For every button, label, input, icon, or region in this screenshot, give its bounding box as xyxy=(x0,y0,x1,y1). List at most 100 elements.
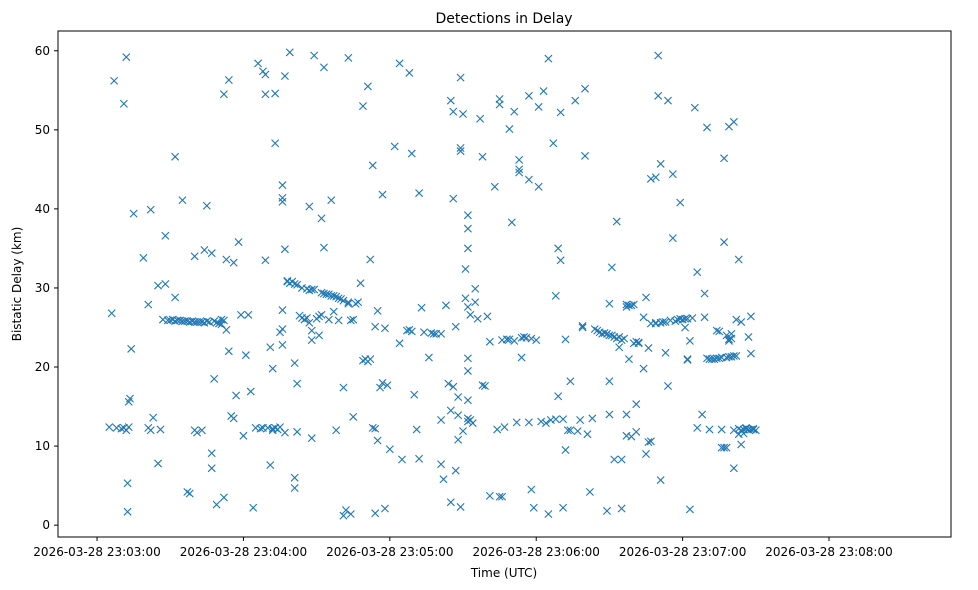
data-point-marker xyxy=(454,411,463,420)
data-point-marker xyxy=(563,426,572,435)
data-point-marker xyxy=(700,289,709,298)
data-point-marker xyxy=(683,355,692,364)
data-point-marker xyxy=(703,123,711,132)
data-point-marker xyxy=(578,321,587,330)
data-point-marker xyxy=(305,318,314,327)
data-point-marker xyxy=(478,381,487,390)
data-point-marker xyxy=(654,51,663,60)
data-point-marker xyxy=(210,374,219,383)
data-point-marker xyxy=(290,280,299,288)
data-point-marker xyxy=(715,354,724,363)
data-point-marker xyxy=(705,425,714,434)
data-point-marker xyxy=(749,424,758,433)
data-point-marker xyxy=(656,159,665,168)
data-point-marker xyxy=(476,114,485,123)
data-point-marker xyxy=(632,337,641,346)
data-point-marker xyxy=(302,314,311,322)
data-point-marker xyxy=(202,201,211,210)
data-point-marker xyxy=(651,173,660,182)
data-point-marker xyxy=(346,510,355,519)
data-point-marker xyxy=(529,503,538,512)
data-point-marker xyxy=(149,413,158,422)
data-point-marker xyxy=(524,175,533,184)
data-point-marker xyxy=(429,329,438,338)
data-point-marker xyxy=(527,485,536,494)
data-point-marker xyxy=(463,244,472,253)
y-axis: 0 10 20 30 40 50 60 xyxy=(35,44,58,532)
data-point-marker xyxy=(688,314,697,322)
data-point-marker xyxy=(610,455,619,464)
data-point-marker xyxy=(249,503,258,512)
x-tick-label: 2026-03-28 23:06:00 xyxy=(472,545,599,559)
data-point-marker xyxy=(395,339,404,348)
data-point-marker xyxy=(310,51,319,60)
data-point-marker xyxy=(485,337,494,346)
data-point-marker xyxy=(612,334,621,343)
data-point-marker xyxy=(720,238,729,247)
data-point-marker xyxy=(261,70,270,79)
data-point-marker xyxy=(146,205,155,214)
data-point-marker xyxy=(456,73,465,82)
data-point-marker xyxy=(405,325,414,334)
data-point-marker xyxy=(371,424,380,433)
data-point-marker xyxy=(349,412,358,421)
data-point-marker xyxy=(346,316,355,325)
data-point-marker xyxy=(368,423,377,432)
data-point-marker xyxy=(339,296,348,305)
data-point-marker xyxy=(344,298,353,307)
data-point-marker xyxy=(461,264,470,273)
data-point-marker xyxy=(378,190,387,199)
data-point-marker xyxy=(663,96,672,105)
data-point-marker xyxy=(746,312,755,321)
y-axis-label: Bistatic Delay (km) xyxy=(10,227,24,342)
data-point-marker xyxy=(510,107,519,116)
data-point-marker xyxy=(212,500,221,509)
data-point-marker xyxy=(280,72,289,81)
data-point-marker xyxy=(337,295,346,304)
data-point-marker xyxy=(122,53,131,62)
data-point-marker xyxy=(744,332,753,341)
data-point-marker xyxy=(229,258,238,267)
data-point-marker xyxy=(605,410,614,419)
data-point-marker xyxy=(373,306,382,315)
data-point-marker xyxy=(729,464,738,473)
data-point-marker xyxy=(571,96,580,105)
data-point-marker xyxy=(463,354,472,363)
data-point-marker xyxy=(446,406,455,415)
data-point-marker xyxy=(715,327,724,336)
data-point-marker xyxy=(319,243,328,252)
data-point-marker xyxy=(520,332,529,341)
data-point-marker xyxy=(207,449,216,458)
data-point-marker xyxy=(693,268,702,277)
data-point-marker xyxy=(363,82,372,91)
data-point-marker xyxy=(463,211,472,220)
data-point-marker xyxy=(278,306,287,315)
data-point-marker xyxy=(698,410,707,419)
data-point-marker xyxy=(527,334,536,343)
data-point-marker xyxy=(668,170,677,179)
data-point-marker xyxy=(329,307,338,316)
data-point-marker xyxy=(290,483,299,492)
data-point-marker xyxy=(510,336,519,345)
data-point-marker xyxy=(334,316,343,325)
data-point-marker xyxy=(124,423,133,432)
data-point-marker xyxy=(639,313,648,322)
data-point-marker xyxy=(185,489,194,498)
data-point-marker xyxy=(661,348,670,357)
data-point-marker xyxy=(646,174,655,183)
data-point-marker xyxy=(554,392,563,401)
data-point-marker xyxy=(354,298,363,307)
data-point-marker xyxy=(380,504,389,513)
data-point-marker xyxy=(119,99,128,108)
data-point-marker xyxy=(307,434,316,443)
data-point-marker xyxy=(693,423,702,432)
data-point-marker xyxy=(644,344,653,353)
data-point-marker xyxy=(161,231,170,240)
data-point-marker xyxy=(602,506,611,515)
data-point-marker xyxy=(717,425,726,434)
data-point-marker xyxy=(729,426,738,435)
data-point-marker xyxy=(656,476,665,485)
data-point-marker xyxy=(237,310,245,319)
data-point-marker xyxy=(244,310,253,319)
data-point-marker xyxy=(578,323,587,332)
